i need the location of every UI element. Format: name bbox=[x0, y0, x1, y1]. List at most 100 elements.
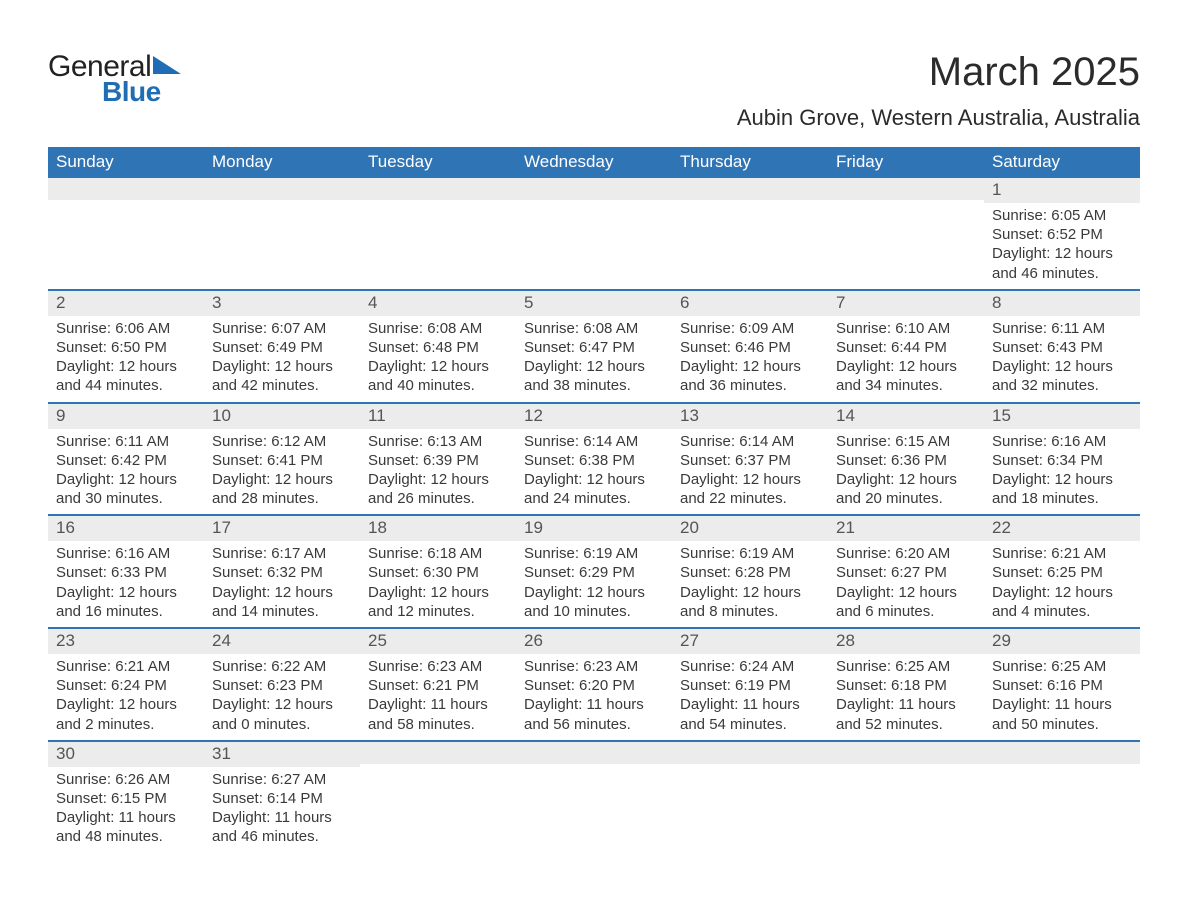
day-body: Sunrise: 6:25 AMSunset: 6:16 PMDaylight:… bbox=[984, 654, 1140, 740]
weekday-header: Monday bbox=[204, 147, 360, 178]
calendar-body: 1Sunrise: 6:05 AMSunset: 6:52 PMDaylight… bbox=[48, 178, 1140, 853]
day-body: Sunrise: 6:08 AMSunset: 6:47 PMDaylight:… bbox=[516, 316, 672, 402]
calendar-row: 9Sunrise: 6:11 AMSunset: 6:42 PMDaylight… bbox=[48, 403, 1140, 516]
calendar-cell: 20Sunrise: 6:19 AMSunset: 6:28 PMDayligh… bbox=[672, 515, 828, 628]
day-number: 7 bbox=[828, 291, 984, 316]
calendar-cell-empty bbox=[984, 741, 1140, 853]
sunrise-line: Sunrise: 6:21 AM bbox=[56, 657, 196, 676]
sunset-line: Sunset: 6:46 PM bbox=[680, 338, 820, 357]
sunset-line: Sunset: 6:14 PM bbox=[212, 789, 352, 808]
day-number: 31 bbox=[204, 742, 360, 767]
calendar-cell: 9Sunrise: 6:11 AMSunset: 6:42 PMDaylight… bbox=[48, 403, 204, 516]
daylight-line: Daylight: 12 hours and 6 minutes. bbox=[836, 583, 976, 621]
calendar-row: 30Sunrise: 6:26 AMSunset: 6:15 PMDayligh… bbox=[48, 741, 1140, 853]
sunrise-line: Sunrise: 6:08 AM bbox=[524, 319, 664, 338]
day-body: Sunrise: 6:09 AMSunset: 6:46 PMDaylight:… bbox=[672, 316, 828, 402]
sunrise-line: Sunrise: 6:20 AM bbox=[836, 544, 976, 563]
daylight-line: Daylight: 12 hours and 46 minutes. bbox=[992, 244, 1132, 282]
day-number: 1 bbox=[984, 178, 1140, 203]
sunset-line: Sunset: 6:28 PM bbox=[680, 563, 820, 582]
day-body: Sunrise: 6:26 AMSunset: 6:15 PMDaylight:… bbox=[48, 767, 204, 853]
day-body: Sunrise: 6:14 AMSunset: 6:38 PMDaylight:… bbox=[516, 429, 672, 515]
calendar-cell-empty bbox=[360, 741, 516, 853]
daylight-line: Daylight: 12 hours and 42 minutes. bbox=[212, 357, 352, 395]
day-number bbox=[672, 178, 828, 200]
day-number bbox=[672, 742, 828, 764]
sunset-line: Sunset: 6:15 PM bbox=[56, 789, 196, 808]
daylight-line: Daylight: 12 hours and 10 minutes. bbox=[524, 583, 664, 621]
calendar-cell: 2Sunrise: 6:06 AMSunset: 6:50 PMDaylight… bbox=[48, 290, 204, 403]
calendar-cell-empty bbox=[204, 178, 360, 290]
calendar-cell: 19Sunrise: 6:19 AMSunset: 6:29 PMDayligh… bbox=[516, 515, 672, 628]
calendar-cell: 24Sunrise: 6:22 AMSunset: 6:23 PMDayligh… bbox=[204, 628, 360, 741]
logo-triangle-icon bbox=[153, 56, 187, 78]
weekday-header: Sunday bbox=[48, 147, 204, 178]
month-title: March 2025 bbox=[737, 50, 1140, 95]
daylight-line: Daylight: 12 hours and 20 minutes. bbox=[836, 470, 976, 508]
sunrise-line: Sunrise: 6:05 AM bbox=[992, 206, 1132, 225]
calendar-cell: 5Sunrise: 6:08 AMSunset: 6:47 PMDaylight… bbox=[516, 290, 672, 403]
day-body: Sunrise: 6:17 AMSunset: 6:32 PMDaylight:… bbox=[204, 541, 360, 627]
day-body bbox=[516, 764, 672, 842]
sunset-line: Sunset: 6:24 PM bbox=[56, 676, 196, 695]
day-number: 8 bbox=[984, 291, 1140, 316]
calendar-cell: 21Sunrise: 6:20 AMSunset: 6:27 PMDayligh… bbox=[828, 515, 984, 628]
location: Aubin Grove, Western Australia, Australi… bbox=[737, 105, 1140, 131]
sunrise-line: Sunrise: 6:08 AM bbox=[368, 319, 508, 338]
day-body: Sunrise: 6:16 AMSunset: 6:34 PMDaylight:… bbox=[984, 429, 1140, 515]
day-body: Sunrise: 6:23 AMSunset: 6:21 PMDaylight:… bbox=[360, 654, 516, 740]
daylight-line: Daylight: 11 hours and 50 minutes. bbox=[992, 695, 1132, 733]
daylight-line: Daylight: 12 hours and 30 minutes. bbox=[56, 470, 196, 508]
day-body bbox=[204, 200, 360, 278]
sunset-line: Sunset: 6:52 PM bbox=[992, 225, 1132, 244]
sunrise-line: Sunrise: 6:16 AM bbox=[992, 432, 1132, 451]
day-body bbox=[48, 200, 204, 278]
sunrise-line: Sunrise: 6:07 AM bbox=[212, 319, 352, 338]
calendar-cell: 29Sunrise: 6:25 AMSunset: 6:16 PMDayligh… bbox=[984, 628, 1140, 741]
day-body: Sunrise: 6:23 AMSunset: 6:20 PMDaylight:… bbox=[516, 654, 672, 740]
daylight-line: Daylight: 12 hours and 38 minutes. bbox=[524, 357, 664, 395]
sunrise-line: Sunrise: 6:16 AM bbox=[56, 544, 196, 563]
sunrise-line: Sunrise: 6:27 AM bbox=[212, 770, 352, 789]
day-number: 12 bbox=[516, 404, 672, 429]
day-body: Sunrise: 6:24 AMSunset: 6:19 PMDaylight:… bbox=[672, 654, 828, 740]
calendar-cell: 13Sunrise: 6:14 AMSunset: 6:37 PMDayligh… bbox=[672, 403, 828, 516]
sunset-line: Sunset: 6:19 PM bbox=[680, 676, 820, 695]
day-number: 25 bbox=[360, 629, 516, 654]
sunrise-line: Sunrise: 6:24 AM bbox=[680, 657, 820, 676]
calendar-cell: 11Sunrise: 6:13 AMSunset: 6:39 PMDayligh… bbox=[360, 403, 516, 516]
sunrise-line: Sunrise: 6:21 AM bbox=[992, 544, 1132, 563]
daylight-line: Daylight: 12 hours and 2 minutes. bbox=[56, 695, 196, 733]
day-number: 11 bbox=[360, 404, 516, 429]
day-number: 5 bbox=[516, 291, 672, 316]
weekday-header: Tuesday bbox=[360, 147, 516, 178]
day-body: Sunrise: 6:19 AMSunset: 6:29 PMDaylight:… bbox=[516, 541, 672, 627]
day-number bbox=[984, 742, 1140, 764]
daylight-line: Daylight: 11 hours and 48 minutes. bbox=[56, 808, 196, 846]
weekday-header: Wednesday bbox=[516, 147, 672, 178]
sunrise-line: Sunrise: 6:06 AM bbox=[56, 319, 196, 338]
calendar-cell: 14Sunrise: 6:15 AMSunset: 6:36 PMDayligh… bbox=[828, 403, 984, 516]
sunset-line: Sunset: 6:48 PM bbox=[368, 338, 508, 357]
weekday-header: Thursday bbox=[672, 147, 828, 178]
calendar-cell: 8Sunrise: 6:11 AMSunset: 6:43 PMDaylight… bbox=[984, 290, 1140, 403]
calendar-row: 23Sunrise: 6:21 AMSunset: 6:24 PMDayligh… bbox=[48, 628, 1140, 741]
day-number: 6 bbox=[672, 291, 828, 316]
daylight-line: Daylight: 12 hours and 32 minutes. bbox=[992, 357, 1132, 395]
day-body: Sunrise: 6:27 AMSunset: 6:14 PMDaylight:… bbox=[204, 767, 360, 853]
day-number bbox=[828, 742, 984, 764]
sunset-line: Sunset: 6:49 PM bbox=[212, 338, 352, 357]
calendar-cell: 30Sunrise: 6:26 AMSunset: 6:15 PMDayligh… bbox=[48, 741, 204, 853]
weekday-header-row: Sunday Monday Tuesday Wednesday Thursday… bbox=[48, 147, 1140, 178]
day-number: 28 bbox=[828, 629, 984, 654]
calendar-cell-empty bbox=[828, 741, 984, 853]
daylight-line: Daylight: 12 hours and 40 minutes. bbox=[368, 357, 508, 395]
sunset-line: Sunset: 6:38 PM bbox=[524, 451, 664, 470]
logo: General Blue bbox=[48, 50, 187, 116]
sunrise-line: Sunrise: 6:11 AM bbox=[992, 319, 1132, 338]
calendar-cell: 15Sunrise: 6:16 AMSunset: 6:34 PMDayligh… bbox=[984, 403, 1140, 516]
day-body: Sunrise: 6:06 AMSunset: 6:50 PMDaylight:… bbox=[48, 316, 204, 402]
sunrise-line: Sunrise: 6:14 AM bbox=[680, 432, 820, 451]
day-body: Sunrise: 6:14 AMSunset: 6:37 PMDaylight:… bbox=[672, 429, 828, 515]
day-number: 21 bbox=[828, 516, 984, 541]
